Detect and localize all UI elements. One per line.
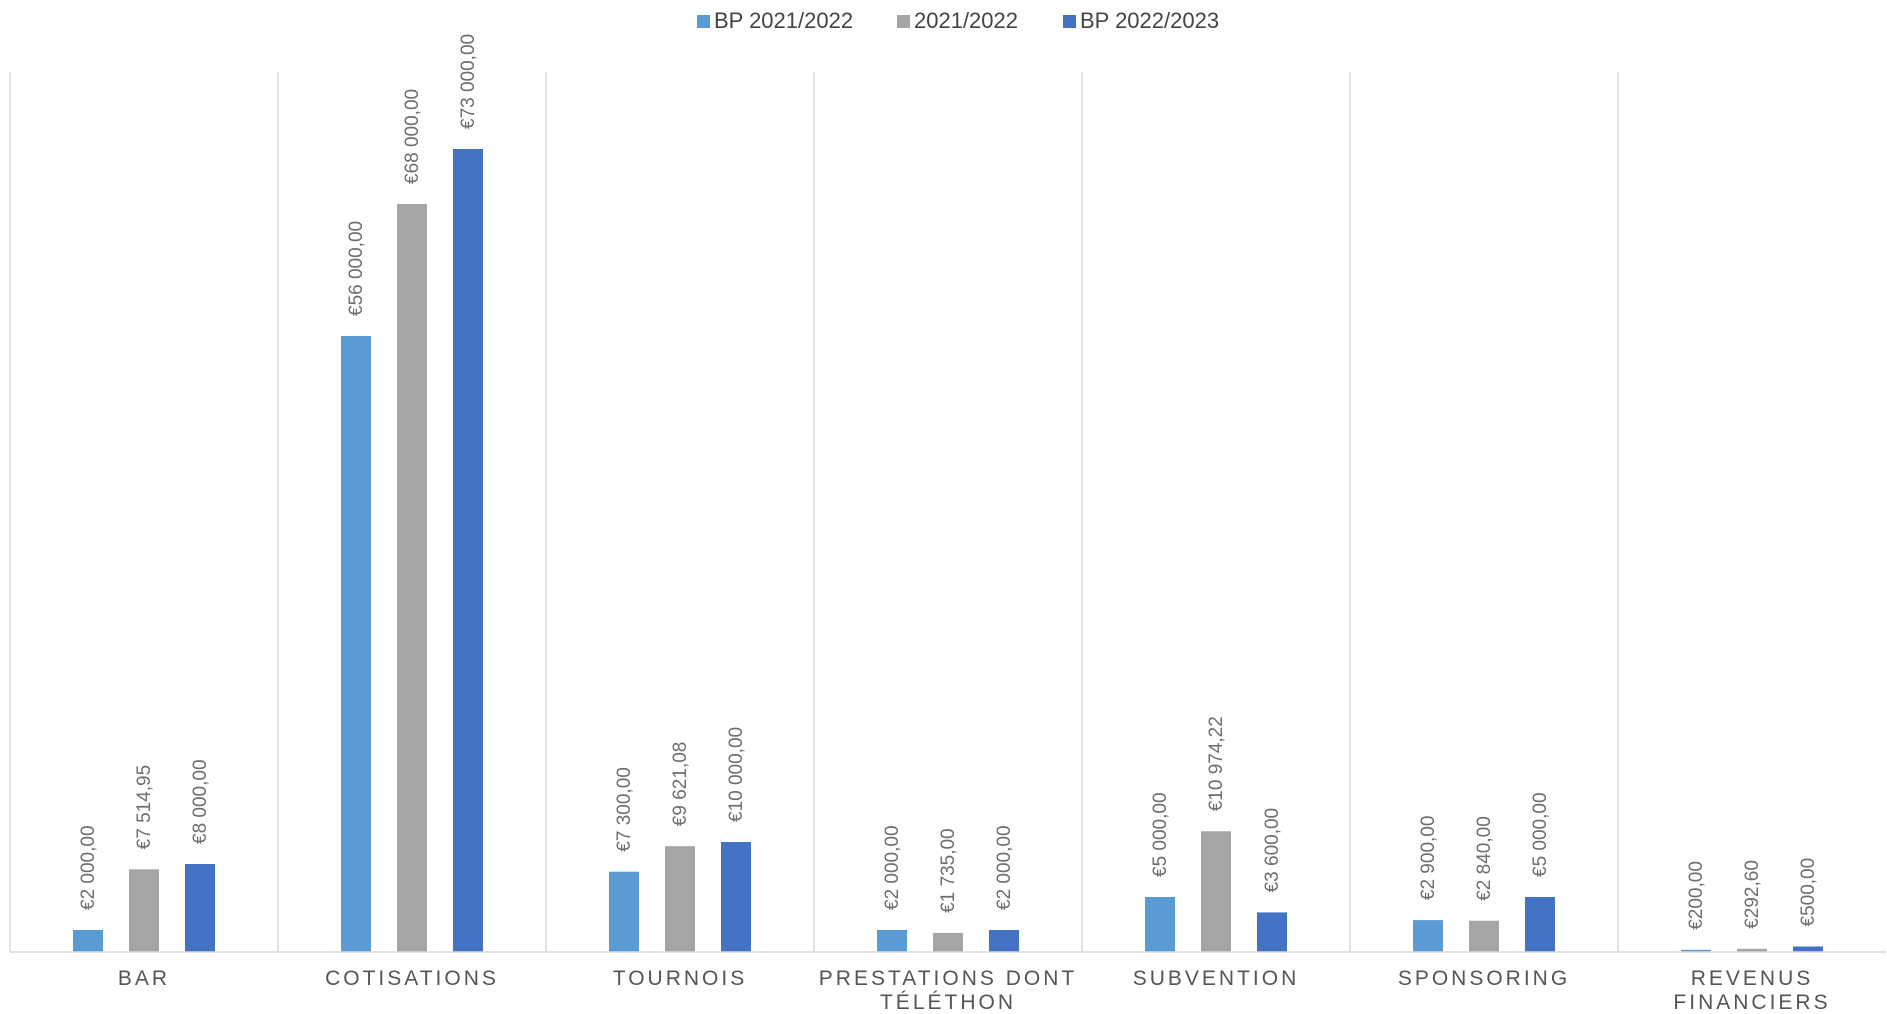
data-label: €7 514,95 [134,765,155,850]
bar-2021-2022 [397,204,427,952]
data-label: €2 000,00 [994,825,1015,910]
bar-2021-2022 [1201,831,1231,952]
data-label: €5 000,00 [1150,792,1171,877]
legend-item: BP 2022/2023 [1063,8,1219,33]
bar-bp-2022-2023 [185,864,215,952]
category-label: COTISATIONS [325,967,499,990]
bar-bp-2021-2022 [877,930,907,952]
data-label: €7 300,00 [614,767,635,852]
bar-2021-2022 [665,846,695,952]
data-label: €10 974,22 [1206,716,1227,811]
category-separators [10,72,1618,952]
data-label: €73 000,00 [458,34,479,129]
data-label: €9 621,08 [670,742,691,827]
category-label: SPONSORING [1398,967,1570,990]
data-label: €2 900,00 [1418,816,1439,901]
bar-bp-2022-2023 [1257,912,1287,952]
bar-bp-2021-2022 [341,336,371,952]
data-labels-group: €2 000,00 €7 514,95 €8 000,00 €56 000,00 €68… [78,34,1819,930]
data-label: €8 000,00 [190,759,211,844]
data-label: €2 000,00 [882,825,903,910]
bar-bp-2022-2023 [453,149,483,952]
data-label: €56 000,00 [346,221,367,316]
bar-bp-2022-2023 [1793,947,1823,953]
data-label: €2 000,00 [78,825,99,910]
data-label: €2 840,00 [1474,816,1495,901]
legend-swatch [897,15,910,28]
category-label: TÉLÉTHON [880,991,1016,1014]
bar-bp-2021-2022 [1145,897,1175,952]
category-label: SUBVENTION [1133,967,1300,990]
bar-bp-2022-2023 [721,842,751,952]
data-label: €200,00 [1686,861,1707,930]
legend-item: 2021/2022 [897,8,1018,33]
bar-bp-2021-2022 [1413,920,1443,952]
data-label: €1 735,00 [938,828,959,913]
category-labels-group: BAR COTISATIONS TOURNOIS PRESTATIONS DONTTÉ… [118,967,1831,1014]
data-label: €68 000,00 [402,89,423,184]
bar-bp-2022-2023 [1525,897,1555,952]
data-label: €10 000,00 [726,727,747,822]
data-label: €5 000,00 [1530,792,1551,877]
bar-2021-2022 [933,933,963,952]
data-label: €500,00 [1798,858,1819,927]
category-label: FINANCIERS [1673,991,1830,1014]
category-label: PRESTATIONS DONT [819,967,1077,990]
bar-bp-2022-2023 [989,930,1019,952]
category-label: REVENUS [1691,967,1814,990]
legend-label: 2021/2022 [914,8,1018,33]
bar-bp-2021-2022 [609,872,639,952]
bar-2021-2022 [129,869,159,952]
bar-2021-2022 [1469,921,1499,952]
category-label: TOURNOIS [613,967,747,990]
data-label: €3 600,00 [1262,808,1283,893]
legend-swatch [697,15,710,28]
legend-item: BP 2021/2022 [697,8,853,33]
legend-label: BP 2022/2023 [1080,8,1219,33]
legend-label: BP 2021/2022 [714,8,853,33]
chart-legend: BP 2021/2022 2021/2022 BP 2022/2023 [697,8,1219,33]
bar-bp-2021-2022 [73,930,103,952]
data-label: €292,60 [1742,860,1763,929]
legend-swatch [1063,15,1076,28]
category-label: BAR [118,967,170,990]
